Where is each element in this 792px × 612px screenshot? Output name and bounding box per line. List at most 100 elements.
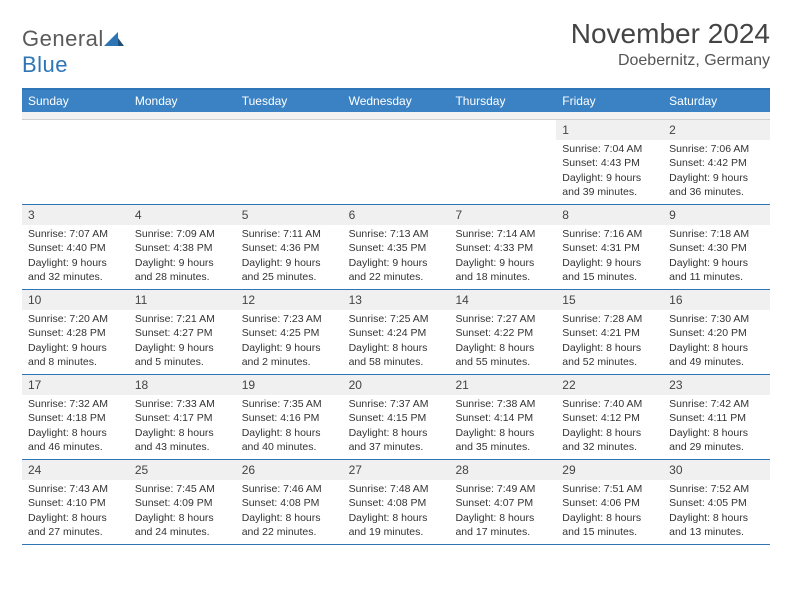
daylight2-text: and 15 minutes. <box>562 525 657 539</box>
daylight1-text: Daylight: 9 hours <box>669 256 764 270</box>
header: GeneralBlue November 2024 Doebernitz, Ge… <box>22 18 770 78</box>
dow-row: SundayMondayTuesdayWednesdayThursdayFrid… <box>22 90 770 112</box>
sunset-text: Sunset: 4:17 PM <box>135 411 230 425</box>
month-title: November 2024 <box>571 18 770 50</box>
daylight2-text: and 37 minutes. <box>349 440 444 454</box>
day-number: 8 <box>556 205 663 225</box>
sunset-text: Sunset: 4:28 PM <box>28 326 123 340</box>
daylight1-text: Daylight: 8 hours <box>242 426 337 440</box>
sunset-text: Sunset: 4:06 PM <box>562 496 657 510</box>
day-cell: 25Sunrise: 7:45 AMSunset: 4:09 PMDayligh… <box>129 460 236 544</box>
sunset-text: Sunset: 4:08 PM <box>242 496 337 510</box>
day-body: Sunrise: 7:09 AMSunset: 4:38 PMDaylight:… <box>129 225 236 288</box>
sunrise-text: Sunrise: 7:04 AM <box>562 142 657 156</box>
day-number: 5 <box>236 205 343 225</box>
daylight2-text: and 17 minutes. <box>455 525 550 539</box>
location: Doebernitz, Germany <box>571 52 770 70</box>
sunset-text: Sunset: 4:11 PM <box>669 411 764 425</box>
sunset-text: Sunset: 4:14 PM <box>455 411 550 425</box>
daylight1-text: Daylight: 9 hours <box>669 171 764 185</box>
day-body: Sunrise: 7:45 AMSunset: 4:09 PMDaylight:… <box>129 480 236 543</box>
daylight1-text: Daylight: 8 hours <box>242 511 337 525</box>
day-number: 25 <box>129 460 236 480</box>
sunset-text: Sunset: 4:09 PM <box>135 496 230 510</box>
daylight1-text: Daylight: 8 hours <box>669 341 764 355</box>
daylight2-text: and 25 minutes. <box>242 270 337 284</box>
day-number: 21 <box>449 375 556 395</box>
logo-text: GeneralBlue <box>22 26 124 78</box>
daylight2-text: and 15 minutes. <box>562 270 657 284</box>
day-body: Sunrise: 7:25 AMSunset: 4:24 PMDaylight:… <box>343 310 450 373</box>
day-cell: 22Sunrise: 7:40 AMSunset: 4:12 PMDayligh… <box>556 375 663 459</box>
sunset-text: Sunset: 4:16 PM <box>242 411 337 425</box>
day-body: Sunrise: 7:11 AMSunset: 4:36 PMDaylight:… <box>236 225 343 288</box>
sunrise-text: Sunrise: 7:30 AM <box>669 312 764 326</box>
day-number: 29 <box>556 460 663 480</box>
day-cell: 17Sunrise: 7:32 AMSunset: 4:18 PMDayligh… <box>22 375 129 459</box>
day-body: Sunrise: 7:43 AMSunset: 4:10 PMDaylight:… <box>22 480 129 543</box>
day-number: 7 <box>449 205 556 225</box>
daylight1-text: Daylight: 8 hours <box>28 511 123 525</box>
daylight2-text: and 8 minutes. <box>28 355 123 369</box>
daylight1-text: Daylight: 9 hours <box>455 256 550 270</box>
day-body: Sunrise: 7:30 AMSunset: 4:20 PMDaylight:… <box>663 310 770 373</box>
sunset-text: Sunset: 4:35 PM <box>349 241 444 255</box>
day-body: Sunrise: 7:21 AMSunset: 4:27 PMDaylight:… <box>129 310 236 373</box>
daylight2-text: and 29 minutes. <box>669 440 764 454</box>
sunset-text: Sunset: 4:12 PM <box>562 411 657 425</box>
day-body: Sunrise: 7:35 AMSunset: 4:16 PMDaylight:… <box>236 395 343 458</box>
sunrise-text: Sunrise: 7:27 AM <box>455 312 550 326</box>
sunset-text: Sunset: 4:18 PM <box>28 411 123 425</box>
sunset-text: Sunset: 4:38 PM <box>135 241 230 255</box>
daylight2-text: and 24 minutes. <box>135 525 230 539</box>
daylight1-text: Daylight: 9 hours <box>562 256 657 270</box>
day-cell: 28Sunrise: 7:49 AMSunset: 4:07 PMDayligh… <box>449 460 556 544</box>
sunrise-text: Sunrise: 7:18 AM <box>669 227 764 241</box>
day-number: 3 <box>22 205 129 225</box>
logo-text-2: Blue <box>22 52 68 77</box>
day-body: Sunrise: 7:42 AMSunset: 4:11 PMDaylight:… <box>663 395 770 458</box>
sunrise-text: Sunrise: 7:23 AM <box>242 312 337 326</box>
logo: GeneralBlue <box>22 18 124 78</box>
day-number: 17 <box>22 375 129 395</box>
day-body: Sunrise: 7:49 AMSunset: 4:07 PMDaylight:… <box>449 480 556 543</box>
day-body: Sunrise: 7:32 AMSunset: 4:18 PMDaylight:… <box>22 395 129 458</box>
day-body: Sunrise: 7:40 AMSunset: 4:12 PMDaylight:… <box>556 395 663 458</box>
day-number: 10 <box>22 290 129 310</box>
day-number: 2 <box>663 120 770 140</box>
day-body: Sunrise: 7:14 AMSunset: 4:33 PMDaylight:… <box>449 225 556 288</box>
daylight1-text: Daylight: 9 hours <box>242 256 337 270</box>
daylight2-text: and 19 minutes. <box>349 525 444 539</box>
sunrise-text: Sunrise: 7:51 AM <box>562 482 657 496</box>
week-row: 1Sunrise: 7:04 AMSunset: 4:43 PMDaylight… <box>22 120 770 205</box>
day-cell <box>129 120 236 204</box>
day-number: 4 <box>129 205 236 225</box>
logo-text-1: General <box>22 26 104 51</box>
day-body: Sunrise: 7:07 AMSunset: 4:40 PMDaylight:… <box>22 225 129 288</box>
dow-saturday: Saturday <box>663 90 770 112</box>
day-cell <box>449 120 556 204</box>
day-number: 18 <box>129 375 236 395</box>
sunrise-text: Sunrise: 7:48 AM <box>349 482 444 496</box>
day-cell: 6Sunrise: 7:13 AMSunset: 4:35 PMDaylight… <box>343 205 450 289</box>
sunrise-text: Sunrise: 7:13 AM <box>349 227 444 241</box>
sunrise-text: Sunrise: 7:11 AM <box>242 227 337 241</box>
daylight2-text: and 49 minutes. <box>669 355 764 369</box>
daylight1-text: Daylight: 8 hours <box>562 341 657 355</box>
title-block: November 2024 Doebernitz, Germany <box>571 18 770 70</box>
day-body: Sunrise: 7:51 AMSunset: 4:06 PMDaylight:… <box>556 480 663 543</box>
day-cell: 10Sunrise: 7:20 AMSunset: 4:28 PMDayligh… <box>22 290 129 374</box>
sunrise-text: Sunrise: 7:38 AM <box>455 397 550 411</box>
day-cell: 8Sunrise: 7:16 AMSunset: 4:31 PMDaylight… <box>556 205 663 289</box>
sunrise-text: Sunrise: 7:07 AM <box>28 227 123 241</box>
week-row: 24Sunrise: 7:43 AMSunset: 4:10 PMDayligh… <box>22 460 770 545</box>
sunrise-text: Sunrise: 7:45 AM <box>135 482 230 496</box>
day-cell: 2Sunrise: 7:06 AMSunset: 4:42 PMDaylight… <box>663 120 770 204</box>
sunrise-text: Sunrise: 7:25 AM <box>349 312 444 326</box>
daylight1-text: Daylight: 9 hours <box>28 341 123 355</box>
daylight2-text: and 11 minutes. <box>669 270 764 284</box>
day-number: 6 <box>343 205 450 225</box>
sunset-text: Sunset: 4:07 PM <box>455 496 550 510</box>
day-cell <box>22 120 129 204</box>
day-cell: 20Sunrise: 7:37 AMSunset: 4:15 PMDayligh… <box>343 375 450 459</box>
